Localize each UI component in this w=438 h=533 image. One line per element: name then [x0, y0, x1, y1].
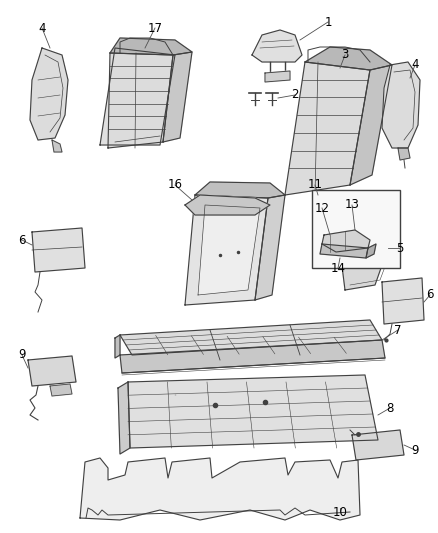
- Text: 14: 14: [331, 262, 346, 274]
- Polygon shape: [366, 244, 376, 258]
- Polygon shape: [255, 195, 285, 300]
- Polygon shape: [118, 382, 130, 454]
- Text: 5: 5: [396, 241, 404, 254]
- Text: 6: 6: [426, 288, 434, 302]
- Polygon shape: [185, 195, 270, 215]
- Text: 4: 4: [411, 59, 419, 71]
- Polygon shape: [350, 65, 392, 185]
- Polygon shape: [382, 62, 420, 148]
- Polygon shape: [32, 228, 85, 272]
- Polygon shape: [163, 52, 192, 142]
- Polygon shape: [120, 320, 382, 355]
- Text: 9: 9: [411, 443, 419, 456]
- Text: 11: 11: [307, 179, 322, 191]
- Polygon shape: [285, 62, 370, 195]
- Polygon shape: [398, 148, 410, 160]
- Polygon shape: [185, 195, 268, 305]
- Polygon shape: [52, 140, 62, 152]
- Polygon shape: [80, 458, 360, 520]
- Bar: [312, 190, 400, 268]
- Polygon shape: [352, 430, 404, 460]
- Text: 6: 6: [18, 233, 26, 246]
- Polygon shape: [340, 210, 388, 290]
- Polygon shape: [28, 356, 76, 386]
- Text: 3: 3: [341, 49, 349, 61]
- Polygon shape: [305, 47, 392, 70]
- Polygon shape: [198, 205, 260, 295]
- Text: 1: 1: [324, 15, 332, 28]
- Polygon shape: [50, 384, 72, 396]
- Polygon shape: [100, 48, 175, 145]
- Text: 10: 10: [332, 505, 347, 519]
- Text: 12: 12: [314, 201, 329, 214]
- Polygon shape: [322, 230, 370, 252]
- Text: 9: 9: [18, 349, 26, 361]
- Text: 8: 8: [386, 401, 394, 415]
- Polygon shape: [195, 182, 285, 198]
- Polygon shape: [252, 30, 302, 62]
- Polygon shape: [382, 278, 424, 324]
- Polygon shape: [265, 71, 290, 82]
- Text: 4: 4: [38, 21, 46, 35]
- Polygon shape: [120, 340, 385, 373]
- Text: 2: 2: [291, 88, 299, 101]
- Text: 16: 16: [167, 179, 183, 191]
- Polygon shape: [348, 205, 395, 218]
- Text: 13: 13: [345, 198, 360, 212]
- Text: 7: 7: [394, 324, 402, 336]
- Polygon shape: [108, 53, 173, 148]
- Polygon shape: [30, 48, 68, 140]
- Polygon shape: [110, 38, 192, 55]
- Polygon shape: [128, 375, 378, 448]
- Polygon shape: [320, 244, 368, 258]
- Text: 17: 17: [148, 21, 162, 35]
- Polygon shape: [115, 335, 120, 358]
